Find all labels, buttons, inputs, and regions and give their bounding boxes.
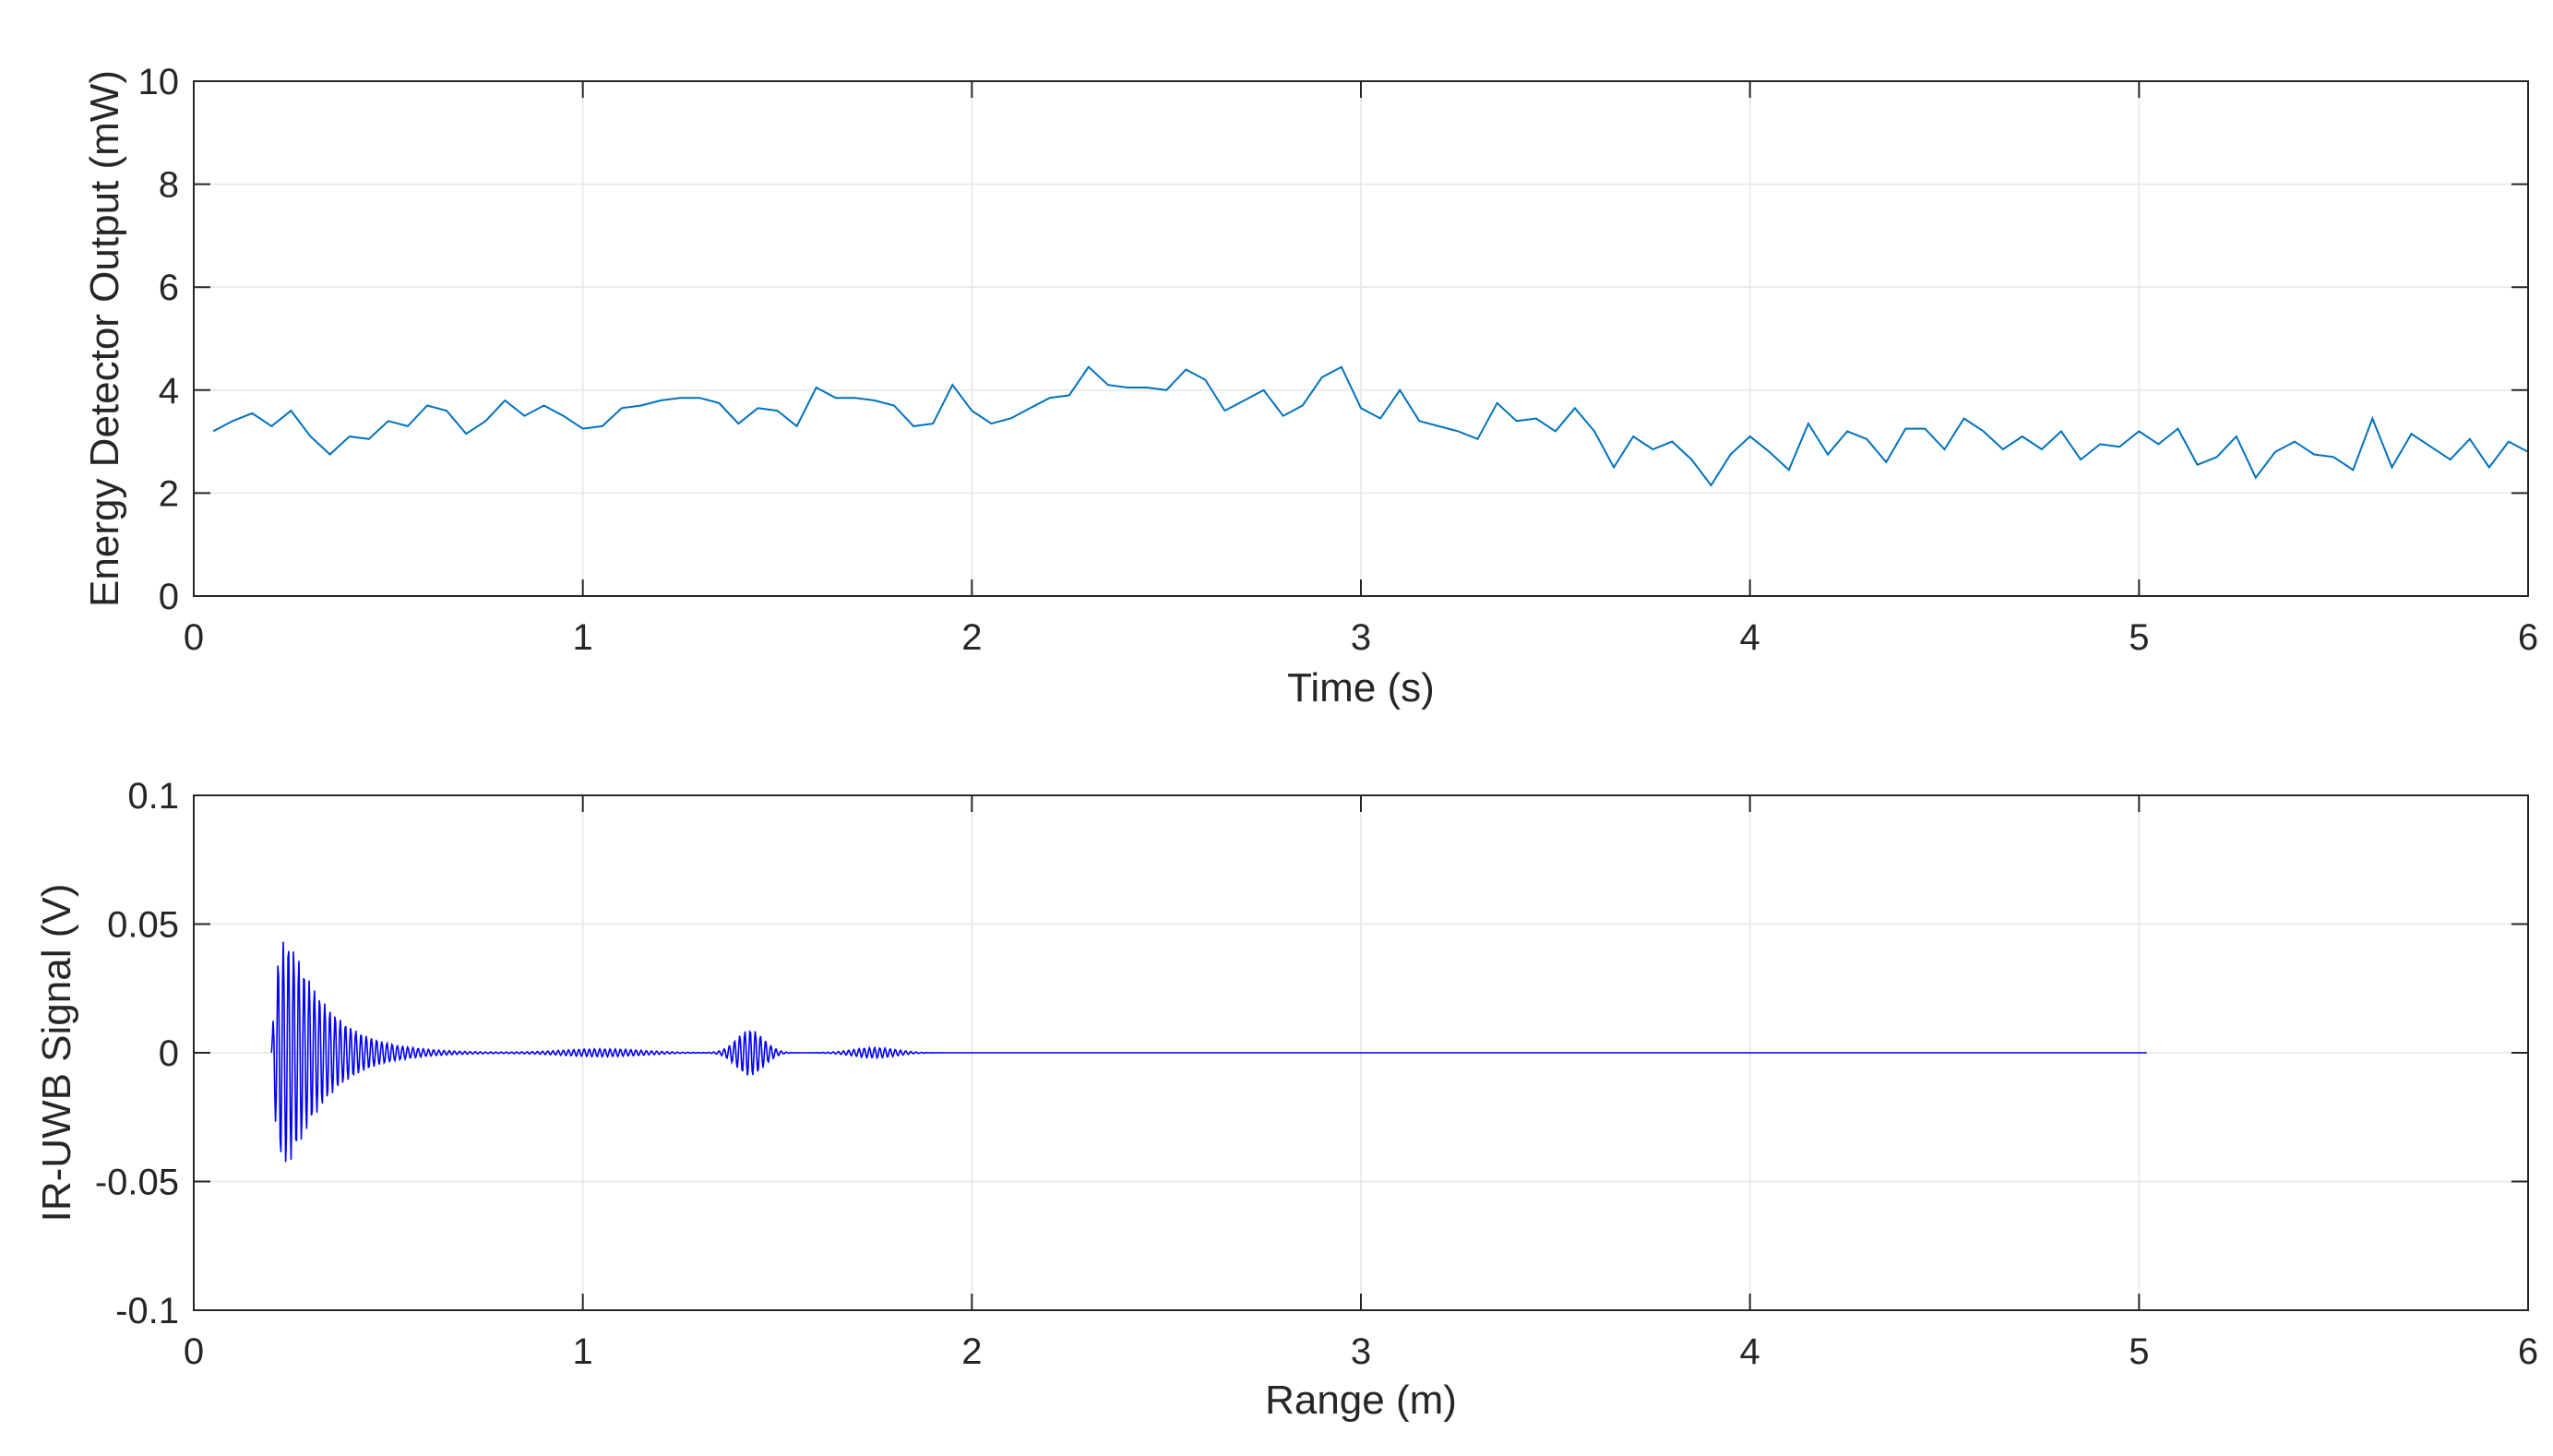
y-axis-label: Energy Detector Output (mW) <box>82 70 127 607</box>
x-tick-label: 6 <box>2518 1331 2538 1372</box>
x-tick-label: 5 <box>2129 1331 2149 1372</box>
y-tick-label: 0 <box>159 577 179 617</box>
y-tick-label: 0 <box>159 1033 179 1074</box>
y-tick-label: -0.1 <box>115 1291 179 1331</box>
y-tick-label: 4 <box>159 371 179 412</box>
y-tick-label: 8 <box>159 165 179 206</box>
series-line <box>212 365 2529 487</box>
y-tick-label: 0.1 <box>127 776 179 817</box>
x-tick-label: 1 <box>573 617 593 658</box>
x-tick-label: 4 <box>1740 1331 1760 1372</box>
y-tick-label: 6 <box>159 268 179 308</box>
signal-line <box>270 941 2147 1163</box>
y-tick-label: 2 <box>159 473 179 514</box>
y-tick-group: 0 2 4 6 8 10 <box>138 62 2528 617</box>
x-tick-label: 6 <box>2518 617 2538 658</box>
x-tick-label: 0 <box>184 1331 204 1372</box>
x-tick-label: 2 <box>961 617 982 658</box>
ir-uwb-signal-chart: 0 1 2 3 4 5 6 -0.1 -0.05 0 0.05 0.1 Range (m) IR-U… <box>34 776 2538 1423</box>
y-tick-label: -0.05 <box>95 1163 179 1203</box>
x-tick-group: 0 1 2 3 4 5 6 <box>184 795 2538 1372</box>
y-tick-group: -0.1 -0.05 0 0.05 0.1 <box>95 776 2528 1331</box>
y-tick-label: 0.05 <box>107 905 179 946</box>
x-tick-label: 0 <box>184 617 204 658</box>
x-tick-label: 1 <box>573 1331 593 1372</box>
x-tick-group: 0 1 2 3 4 5 6 <box>184 81 2538 658</box>
x-axis-label: Range (m) <box>1265 1378 1457 1423</box>
series-group <box>270 941 2147 1163</box>
x-tick-label: 4 <box>1740 617 1760 658</box>
x-tick-label: 5 <box>2129 617 2149 658</box>
series-group <box>212 365 2529 487</box>
energy-detector-chart: 0 1 2 3 4 5 6 0 2 4 6 8 10 Time (s) Energy Detector… <box>82 62 2538 710</box>
x-tick-label: 3 <box>1351 1331 1371 1372</box>
y-tick-label: 10 <box>138 62 180 102</box>
x-axis-label: Time (s) <box>1287 665 1435 710</box>
y-axis-label: IR-UWB Signal (V) <box>34 884 79 1223</box>
x-tick-label: 3 <box>1351 617 1371 658</box>
x-tick-label: 2 <box>961 1331 982 1372</box>
